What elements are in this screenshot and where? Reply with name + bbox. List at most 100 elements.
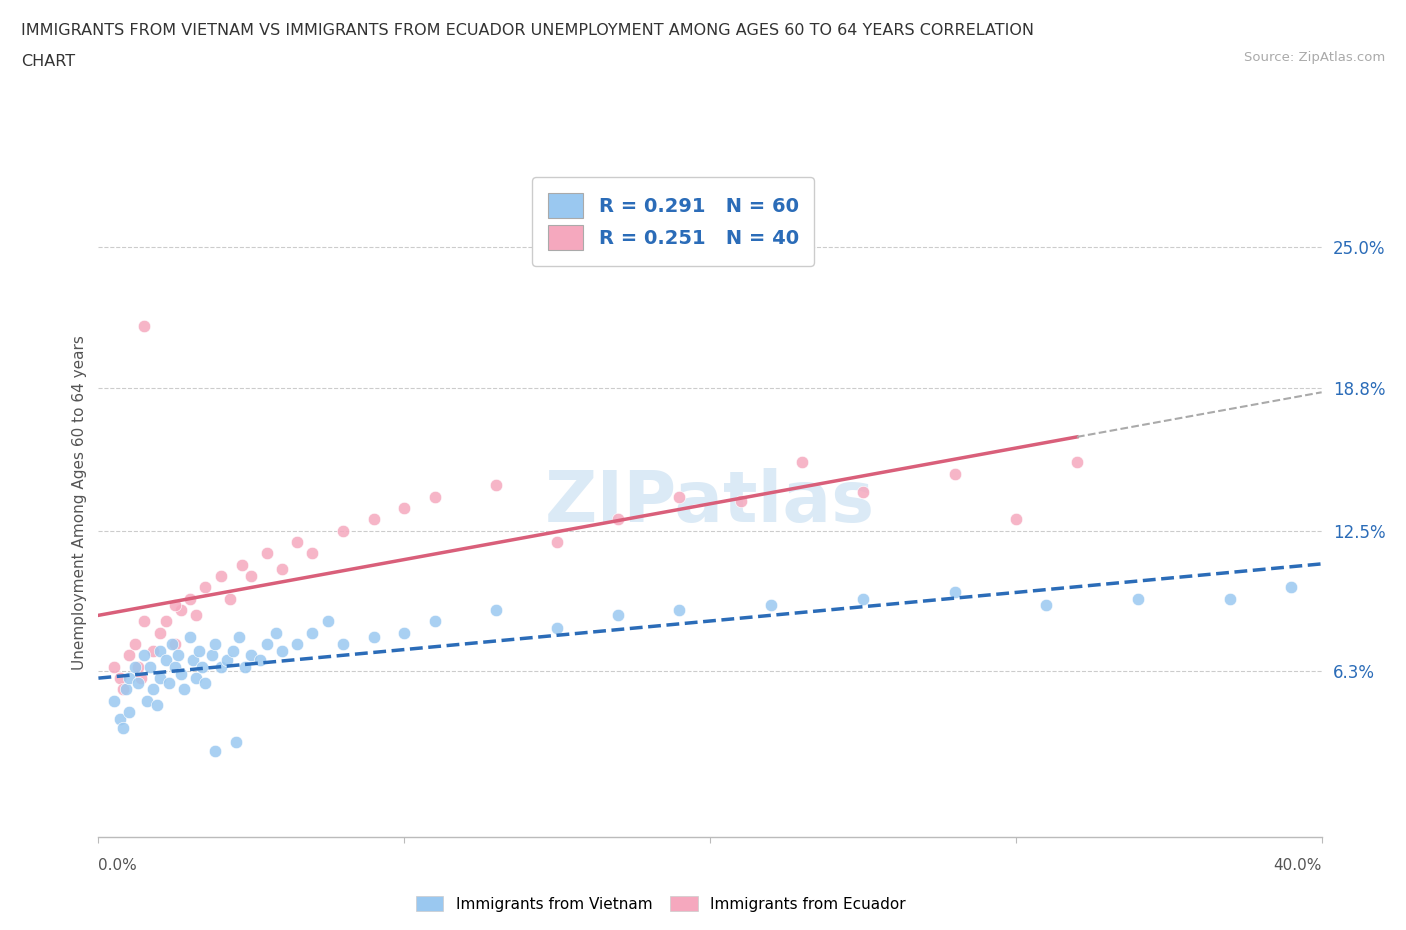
Point — [118, 648, 141, 663]
Point — [191, 659, 214, 674]
Point — [163, 637, 186, 652]
Point — [943, 466, 966, 481]
Point — [134, 648, 156, 663]
Point — [1219, 591, 1241, 606]
Point — [149, 644, 172, 658]
Point — [270, 562, 292, 577]
Point — [1004, 512, 1026, 526]
Point — [127, 675, 149, 690]
Point — [546, 620, 568, 635]
Point — [219, 591, 242, 606]
Point — [270, 644, 292, 658]
Point — [1128, 591, 1150, 606]
Point — [332, 637, 354, 652]
Point — [167, 648, 190, 663]
Point — [194, 580, 217, 595]
Point — [285, 535, 308, 550]
Point — [163, 598, 186, 613]
Point — [233, 659, 256, 674]
Point — [124, 659, 146, 674]
Point — [145, 698, 167, 712]
Point — [423, 489, 446, 504]
Point — [155, 614, 177, 629]
Point — [194, 675, 217, 690]
Point — [149, 671, 172, 685]
Point — [136, 694, 159, 709]
Point — [852, 591, 875, 606]
Legend: R = 0.291   N = 60, R = 0.251   N = 40: R = 0.291 N = 60, R = 0.251 N = 40 — [533, 177, 814, 266]
Point — [1066, 455, 1088, 470]
Point — [149, 625, 172, 640]
Point — [256, 637, 278, 652]
Point — [943, 584, 966, 599]
Point — [186, 607, 208, 622]
Point — [108, 671, 131, 685]
Point — [204, 637, 226, 652]
Point — [209, 659, 232, 674]
Point — [332, 524, 354, 538]
Text: Source: ZipAtlas.com: Source: ZipAtlas.com — [1244, 51, 1385, 64]
Point — [111, 682, 134, 697]
Point — [127, 659, 149, 674]
Point — [240, 648, 263, 663]
Point — [285, 637, 308, 652]
Point — [118, 671, 141, 685]
Point — [129, 671, 152, 685]
Point — [181, 653, 204, 668]
Point — [790, 455, 813, 470]
Point — [668, 603, 690, 618]
Point — [170, 666, 193, 681]
Point — [142, 682, 165, 697]
Text: CHART: CHART — [21, 54, 75, 69]
Point — [485, 478, 508, 493]
Point — [316, 614, 339, 629]
Point — [204, 743, 226, 758]
Point — [392, 625, 416, 640]
Point — [155, 653, 177, 668]
Point — [173, 682, 195, 697]
Point — [124, 637, 146, 652]
Point — [134, 319, 156, 334]
Point — [1279, 580, 1302, 595]
Point — [759, 598, 782, 613]
Point — [111, 721, 134, 736]
Text: 0.0%: 0.0% — [98, 857, 138, 872]
Point — [142, 644, 165, 658]
Point — [186, 671, 208, 685]
Point — [222, 644, 245, 658]
Point — [200, 648, 222, 663]
Point — [546, 535, 568, 550]
Point — [115, 682, 138, 697]
Point — [264, 625, 287, 640]
Point — [301, 546, 323, 561]
Text: IMMIGRANTS FROM VIETNAM VS IMMIGRANTS FROM ECUADOR UNEMPLOYMENT AMONG AGES 60 TO: IMMIGRANTS FROM VIETNAM VS IMMIGRANTS FR… — [21, 23, 1033, 38]
Point — [225, 734, 247, 749]
Point — [485, 603, 508, 618]
Point — [852, 485, 875, 499]
Point — [170, 603, 193, 618]
Point — [301, 625, 323, 640]
Point — [668, 489, 690, 504]
Point — [179, 591, 201, 606]
Text: ZIPatlas: ZIPatlas — [546, 468, 875, 537]
Point — [179, 630, 201, 644]
Point — [160, 637, 183, 652]
Point — [256, 546, 278, 561]
Point — [249, 653, 271, 668]
Point — [108, 711, 131, 726]
Point — [215, 653, 238, 668]
Point — [118, 705, 141, 720]
Point — [363, 630, 385, 644]
Point — [188, 644, 211, 658]
Point — [209, 568, 232, 583]
Point — [240, 568, 263, 583]
Point — [607, 512, 630, 526]
Text: 40.0%: 40.0% — [1274, 857, 1322, 872]
Point — [134, 614, 156, 629]
Point — [139, 659, 162, 674]
Y-axis label: Unemployment Among Ages 60 to 64 years: Unemployment Among Ages 60 to 64 years — [72, 335, 87, 670]
Point — [163, 659, 186, 674]
Point — [392, 500, 416, 515]
Point — [103, 694, 125, 709]
Point — [228, 630, 250, 644]
